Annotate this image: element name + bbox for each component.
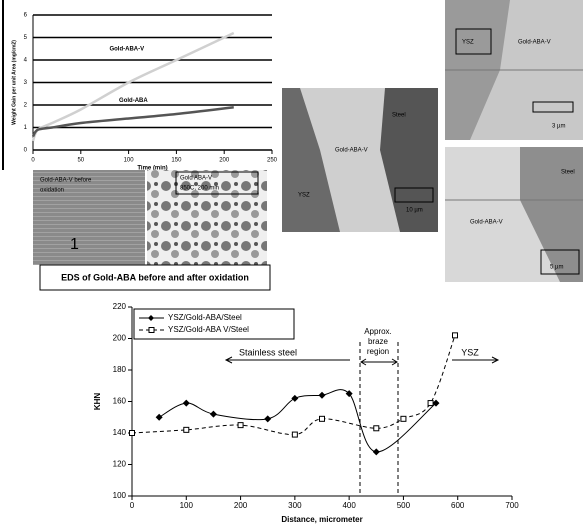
legend-label: YSZ/Gold-ABA V/Steel — [168, 325, 249, 334]
marker — [291, 394, 299, 402]
photo-after: Gold ABA-V 850C, 200 min — [147, 170, 267, 265]
x-tick-label: 300 — [288, 501, 302, 510]
marker — [319, 415, 325, 422]
legend — [133, 308, 295, 340]
annotation: braze — [368, 337, 389, 346]
y-tick-label: 180 — [113, 365, 127, 374]
photo-number: 1 — [70, 236, 79, 253]
photo-label: Gold ABA-V — [180, 176, 212, 182]
legend-label: YSZ/Gold-ABA/Steel — [168, 313, 242, 322]
marker — [291, 431, 298, 438]
sem-label: Steel — [392, 113, 406, 119]
y-tick-label: 4 — [24, 58, 28, 64]
x-tick-label: 100 — [180, 501, 194, 510]
scale-label: 10 µm — [406, 208, 423, 214]
y-tick-label: 220 — [113, 302, 127, 311]
marker — [182, 399, 190, 407]
x-tick-label: 700 — [505, 501, 519, 510]
sem-label: Gold-ABA-V — [518, 40, 551, 46]
y-tick-label: 120 — [113, 460, 127, 469]
marker — [345, 390, 353, 398]
series-label: Gold-ABA-V — [109, 46, 144, 52]
sem-label: Steel — [561, 170, 575, 176]
marker — [155, 413, 163, 421]
y-tick-label: 5 — [24, 35, 28, 41]
y-tick-label: 3 — [24, 80, 28, 86]
series-label: Gold-ABA — [119, 98, 148, 104]
photo-label: 850C, 200 min — [180, 186, 219, 192]
x-tick-label: 0 — [31, 158, 35, 164]
y-axis-label: Weight Gain per unit Area (mg/cm2) — [11, 40, 17, 125]
y-tick-label: 100 — [113, 491, 127, 500]
legend-marker — [148, 315, 154, 321]
y-tick-label: 160 — [113, 397, 127, 406]
annotation: Approx. — [364, 327, 392, 336]
x-axis-label: Time (min) — [137, 166, 167, 172]
x-tick-label: 600 — [451, 501, 465, 510]
marker — [432, 399, 440, 407]
x-tick-label: 50 — [77, 158, 84, 164]
sem-label: Gold-ABA-V — [335, 148, 368, 154]
weight-gain-chart: 0 1 2 3 4 5 6 0 50 100 150 200 250 Time (min) Weight G… — [11, 13, 277, 172]
sem-label: YSZ — [462, 40, 474, 46]
annotation: YSZ — [461, 347, 479, 357]
marker — [318, 391, 326, 399]
marker — [400, 415, 407, 422]
marker — [372, 448, 380, 456]
photo-before: Gold-ABA-V before oxidation 1 — [33, 170, 145, 265]
sem-middle: Steel Gold-ABA-V YSZ 10 µm — [282, 88, 438, 232]
marker — [183, 426, 190, 433]
marker — [427, 400, 434, 407]
arrow — [360, 358, 398, 366]
sem-bottom-right: Steel Gold-ABA-V 5 µm — [445, 147, 583, 282]
series-line — [31, 106, 234, 138]
x-tick-label: 0 — [130, 501, 135, 510]
marker — [237, 422, 244, 429]
x-tick-label: 200 — [234, 501, 248, 510]
sem-label: Gold-ABA-V — [470, 220, 503, 226]
marker — [264, 415, 272, 423]
y-axis-label: KHN — [93, 393, 102, 411]
arrow — [452, 356, 500, 364]
scale-label: 5 µm — [550, 265, 563, 271]
x-tick-label: 250 — [267, 158, 278, 164]
y-tick-label: 0 — [24, 148, 28, 154]
photo-label: oxidation — [40, 188, 64, 194]
x-tick-label: 100 — [124, 158, 135, 164]
y-tick-label: 2 — [24, 103, 28, 109]
photo-label: Gold-ABA-V before — [40, 178, 92, 184]
x-tick-label: 200 — [219, 158, 230, 164]
marker — [129, 430, 135, 436]
sem-top-right: YSZ Gold-ABA-V 3 µm — [445, 0, 583, 140]
marker — [209, 410, 217, 418]
y-tick-label: 140 — [113, 428, 127, 437]
legend-marker — [148, 327, 155, 333]
marker — [452, 332, 458, 339]
x-axis-label: Distance, micrometer — [281, 515, 362, 524]
x-tick-label: 500 — [397, 501, 411, 510]
caption: EDS of Gold-ABA before and after oxidati… — [61, 272, 249, 282]
caption-box — [39, 264, 271, 291]
scale-label: 3 µm — [552, 124, 565, 130]
x-tick-label: 400 — [342, 501, 356, 510]
marker — [373, 425, 380, 432]
y-tick-label: 6 — [24, 13, 28, 19]
arrow — [224, 356, 350, 364]
x-tick-label: 150 — [171, 158, 182, 164]
y-tick-label: 1 — [24, 125, 28, 131]
annotation: Stainless steel — [239, 347, 297, 357]
sem-label: YSZ — [298, 193, 310, 199]
annotation: region — [367, 347, 389, 356]
y-tick-label: 200 — [113, 334, 127, 343]
